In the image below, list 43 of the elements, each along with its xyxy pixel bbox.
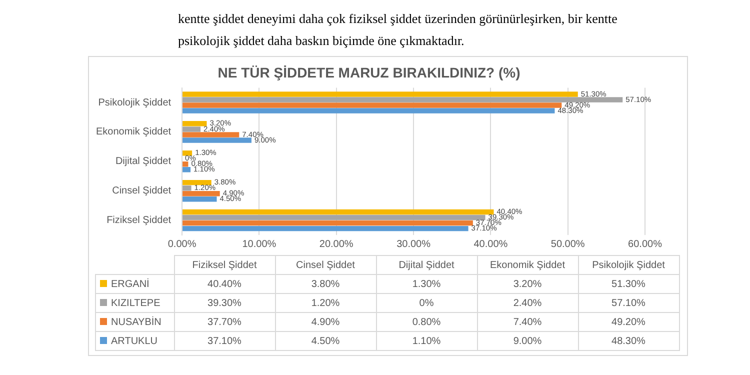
y-tick-label: Dijital Şiddet [115, 156, 172, 168]
text: 1.30% [412, 278, 441, 290]
x-tick-label: 10.00% [242, 238, 276, 250]
text: 57.10% [612, 298, 646, 308]
text: 40.40% [208, 278, 242, 290]
x-tick-label: 0.00% [168, 238, 196, 250]
category-label: Ekonomik Şiddet [490, 260, 566, 270]
text: 49.20% [612, 316, 646, 328]
text: 1.20% [311, 298, 340, 308]
legend-label: ARTUKLU [96, 332, 174, 350]
text: 4.50% [311, 336, 340, 346]
text: 2.40% [513, 298, 542, 308]
category-label: Psikolojik Şiddet [592, 260, 665, 270]
text: 7.40% [513, 316, 542, 328]
y-tick-label: Fiziksel Şiddet [106, 215, 172, 226]
legend-label: ERGANİ [96, 274, 174, 294]
chart-title: NE TÜR ŞİDDETE MARUZ BIRAKILDINIZ? (%) [218, 64, 520, 80]
text: 39.30% [208, 298, 242, 308]
text: 51.30% [612, 278, 646, 290]
legend-label: NUSAYBİN [96, 312, 174, 332]
text: 37.10% [208, 336, 242, 346]
category-label: Cinsel Şiddet [296, 260, 355, 270]
text: 37.70% [208, 316, 242, 328]
category-label: Fiziksel Şiddet [192, 260, 257, 270]
x-tick-label: 60.00% [628, 238, 662, 250]
text: 3.20% [513, 278, 542, 290]
y-tick-label: Psikolojik Şiddet [98, 97, 172, 108]
y-tick-label: Ekonomik Şiddet [96, 126, 172, 138]
text: 1.10% [412, 336, 441, 346]
text: 3.80% [311, 278, 340, 290]
text: 0.80% [412, 316, 441, 328]
text: kentte şiddet deneyimi daha çok fiziksel şiddet üzerinden görünürleşirken, bir kentte psikolojik şiddet daha baskın biçimde öne çıkmaktadır. [178, 10, 618, 50]
x-tick-label: 40.00% [474, 238, 508, 250]
x-tick-label: 30.00% [396, 238, 431, 250]
text: 4.90% [311, 316, 340, 328]
y-tick-label: Cinsel Şiddet [112, 186, 172, 197]
text: 0% [419, 298, 434, 308]
x-tick-label: 50.00% [550, 238, 585, 250]
x-tick-label: 20.00% [319, 238, 354, 250]
text: 48.30% [612, 336, 646, 346]
category-label: Dijital Şiddet [398, 260, 454, 270]
legend-label: KIZILTEPE [96, 294, 174, 312]
text: 9.00% [513, 336, 542, 346]
